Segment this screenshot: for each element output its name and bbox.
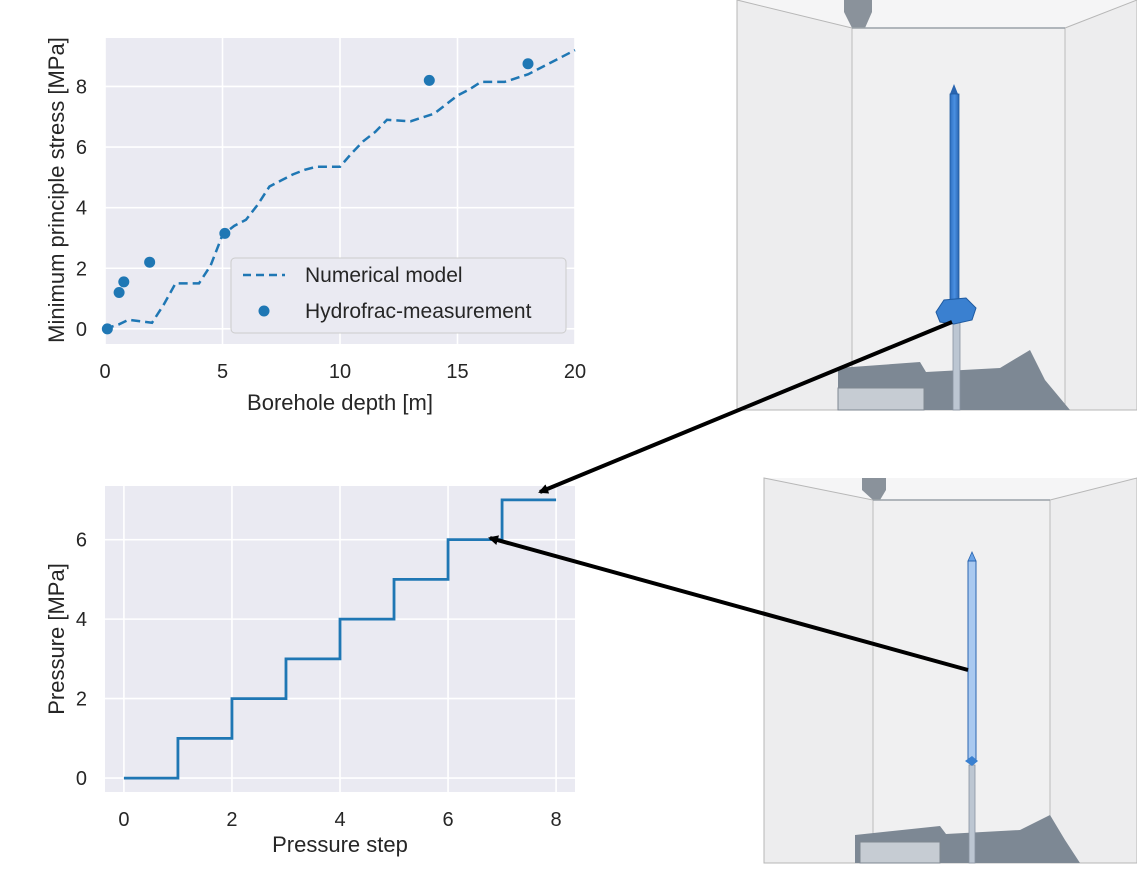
- series-line: [123, 498, 557, 780]
- y-axis-label: Minimum principle stress [MPa]: [44, 37, 69, 343]
- y-tick-label: 6: [76, 530, 87, 552]
- legend-label-numerical: Numerical model: [305, 264, 463, 287]
- x-tick-label: 8: [551, 809, 562, 831]
- data-point: [118, 276, 130, 288]
- borehole-pressurized-render: [763, 477, 1137, 864]
- borehole-fracture-render: [736, 0, 1137, 411]
- y-tick-label: 0: [76, 319, 87, 341]
- x-tick-label: 0: [99, 361, 110, 383]
- x-axis-label: Borehole depth [m]: [247, 390, 433, 415]
- data-point: [219, 227, 231, 239]
- series-points: [101, 58, 534, 335]
- y-tick-label: 4: [76, 198, 87, 220]
- y-tick-labels: 0 2 4 6 8: [76, 76, 87, 340]
- y-axis-label: Pressure [MPa]: [44, 563, 69, 715]
- y-tick-label: 8: [76, 76, 87, 98]
- y-tick-label: 2: [76, 689, 87, 711]
- series-line: [104, 49, 576, 331]
- x-tick-label: 4: [334, 809, 345, 831]
- series-lines: [104, 49, 576, 331]
- data-point: [522, 58, 534, 70]
- legend-box: [230, 257, 567, 334]
- data-point: [113, 286, 125, 298]
- y-tick-labels: 0 2 4 6: [76, 530, 87, 790]
- y-tick-label: 6: [76, 137, 87, 159]
- y-tick-label: 0: [76, 768, 87, 790]
- x-tick-label: 2: [226, 809, 237, 831]
- x-tick-label: 5: [217, 361, 228, 383]
- x-axis-label: Pressure step: [272, 832, 408, 857]
- x-tick-label: 20: [564, 361, 586, 383]
- legend-dot-symbol: [258, 305, 270, 317]
- x-tick-label: 6: [442, 809, 453, 831]
- data-point: [101, 323, 113, 335]
- arrow-bottom-to-step6: [488, 535, 969, 672]
- x-tick-labels: 0 2 4 6 8: [118, 809, 561, 831]
- pressurized-borehole-icon: [967, 560, 977, 762]
- stress-depth-chart: 0 5 10 15 20 0 2 4 6 8 Borehole depth [m] Minimu…: [44, 37, 586, 415]
- y-tick-label: 4: [76, 609, 87, 631]
- data-point: [144, 256, 156, 268]
- y-tick-label: 2: [76, 258, 87, 280]
- legend-label-hydrofrac: Hydrofrac-measurement: [305, 300, 532, 323]
- fracture-bulb-icon: [935, 297, 977, 325]
- series-lines: [123, 498, 557, 780]
- x-tick-label: 15: [446, 361, 468, 383]
- x-tick-label: 10: [329, 361, 351, 383]
- legend: Numerical model Hydrofrac-measurement: [230, 257, 567, 334]
- x-tick-label: 0: [118, 809, 129, 831]
- x-tick-labels: 0 5 10 15 20: [99, 361, 586, 383]
- pressure-step-chart: 0 2 4 6 8 0 2 4 6 Pressure step Pressure [MPa]: [44, 486, 575, 857]
- data-point: [423, 74, 435, 86]
- borehole-icon: [949, 93, 960, 305]
- arrow-top-to-step7: [538, 320, 953, 494]
